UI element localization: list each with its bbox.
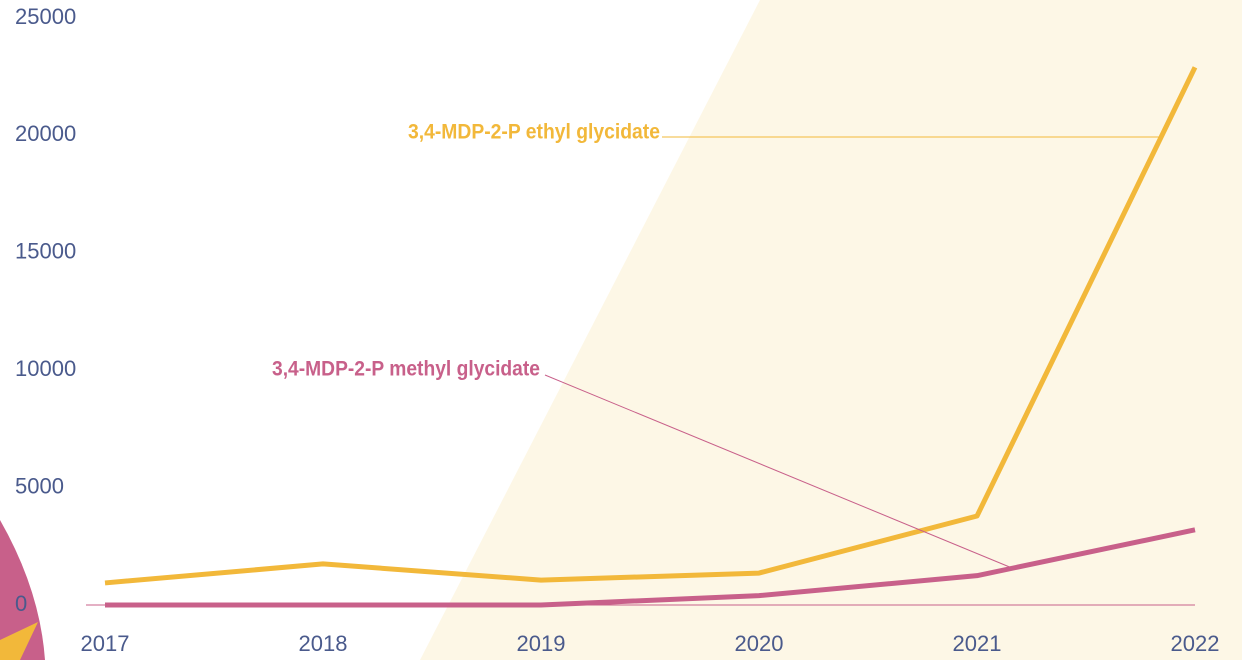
y-tick-label: 25000 [15,4,76,29]
x-tick-label: 2019 [517,631,566,656]
background-band [420,0,1242,660]
x-tick-label: 2018 [299,631,348,656]
decoration [0,622,38,660]
series-line [105,527,1196,608]
series-line [104,66,1198,586]
legend-label: 3,4-MDP-2-P methyl glycidate [272,358,540,381]
x-tick-label: 2017 [81,631,130,656]
y-tick-label: 5000 [15,473,64,498]
x-tick-label: 2020 [735,631,784,656]
y-tick-label: 15000 [15,239,76,264]
legend-label: 3,4-MDP-2-P ethyl glycidate [408,121,660,144]
x-tick-label: 2022 [1171,631,1220,656]
y-tick-label: 10000 [15,356,76,381]
x-tick-label: 2021 [953,631,1002,656]
leader-line [544,374,1013,569]
y-tick-label: 0 [15,591,27,616]
y-tick-label: 20000 [15,121,76,146]
